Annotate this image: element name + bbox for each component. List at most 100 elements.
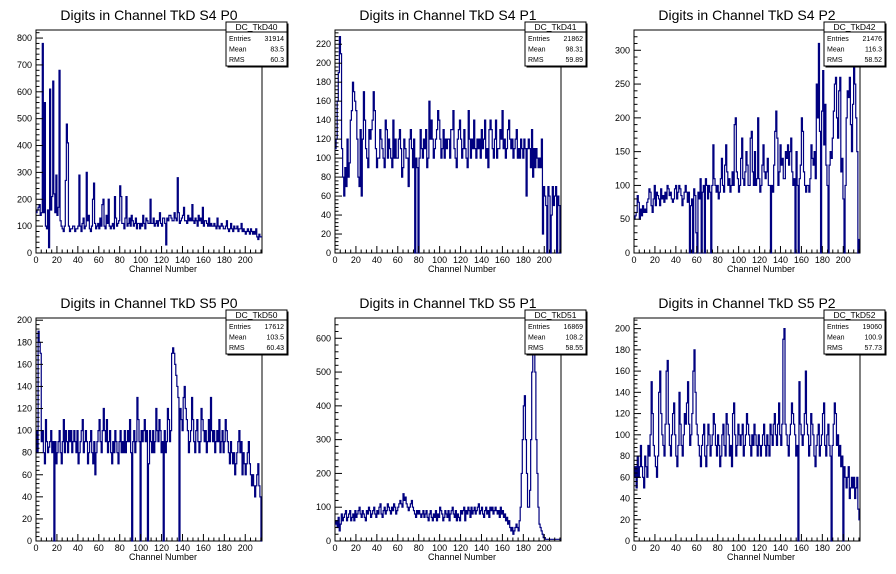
stats-label: Mean	[827, 335, 845, 342]
x-tick-label: 140	[474, 255, 489, 265]
stats-value: 31914	[265, 36, 285, 43]
x-tick-label: 0	[33, 255, 38, 265]
y-tick-label: 140	[316, 115, 331, 125]
y-tick-label: 60	[22, 470, 32, 480]
x-tick-label: 20	[52, 543, 62, 553]
stats-box-frame	[524, 309, 587, 355]
x-tick-label: 120	[154, 255, 169, 265]
stats-label: Entries	[528, 324, 550, 331]
x-tick-label: 160	[794, 543, 809, 553]
stats-value: 60.43	[266, 345, 284, 352]
y-tick-label: 200	[17, 315, 32, 325]
x-tick-label: 100	[432, 255, 447, 265]
stats-box: DC_TkD50 Entries 17612 Mean 103.5 RMS 60.43	[225, 309, 289, 356]
stats-box-frame	[823, 309, 886, 355]
x-tick-label: 200	[238, 255, 253, 265]
y-tick-label: 120	[316, 134, 331, 144]
stats-label: Mean	[229, 47, 247, 54]
y-tick-label: 20	[321, 229, 331, 239]
y-tick-label: 700	[17, 60, 32, 70]
stats-box-name: DC_TkD41	[534, 22, 576, 32]
x-tick-label: 0	[631, 543, 636, 553]
stats-value: 100.9	[864, 335, 882, 342]
x-tick-label: 180	[815, 255, 830, 265]
x-tick-label: 200	[537, 543, 552, 553]
y-tick-label: 0	[326, 536, 331, 546]
y-tick-label: 150	[615, 147, 630, 157]
stats-box: DC_TkD40 Entries 31914 Mean 83.5 RMS 60.3	[225, 21, 289, 68]
stats-value: 59.89	[565, 57, 583, 64]
x-tick-label: 100	[133, 255, 148, 265]
y-tick-label: 120	[17, 404, 32, 414]
chart-title: Digits in Channel TkD S4 P0	[60, 7, 237, 23]
x-tick-label: 80	[713, 543, 723, 553]
x-tick-label: 140	[773, 255, 788, 265]
x-tick-label: 180	[217, 543, 232, 553]
y-tick-label: 60	[620, 472, 630, 482]
x-tick-label: 120	[453, 255, 468, 265]
x-axis-label: Channel Number	[428, 552, 496, 562]
y-tick-label: 160	[615, 366, 630, 376]
x-tick-label: 180	[815, 543, 830, 553]
stats-label: Entries	[229, 324, 251, 331]
x-tick-label: 20	[650, 255, 660, 265]
x-tick-label: 160	[196, 255, 211, 265]
x-tick-label: 160	[495, 543, 510, 553]
y-tick-label: 20	[22, 514, 32, 524]
x-tick-label: 60	[393, 543, 403, 553]
y-tick-label: 200	[316, 468, 331, 478]
x-tick-label: 80	[414, 255, 424, 265]
x-axis-label: Channel Number	[727, 264, 795, 274]
stats-value: 17612	[265, 324, 285, 331]
y-tick-label: 80	[620, 451, 630, 461]
y-tick-label: 100	[17, 426, 32, 436]
y-tick-label: 180	[615, 345, 630, 355]
y-tick-label: 500	[316, 367, 331, 377]
x-tick-label: 160	[196, 543, 211, 553]
x-axis-label: Channel Number	[727, 552, 795, 562]
stats-value: 21476	[863, 36, 883, 43]
stats-label: Entries	[827, 36, 849, 43]
stats-value: 57.73	[864, 345, 882, 352]
histogram-line	[36, 42, 262, 249]
y-tick-label: 300	[17, 167, 32, 177]
x-tick-label: 100	[731, 255, 746, 265]
x-tick-label: 0	[332, 255, 337, 265]
stats-label: Entries	[827, 324, 849, 331]
chart-title: Digits in Channel TkD S4 P2	[658, 7, 835, 23]
stats-label: RMS	[528, 57, 544, 64]
stats-box: DC_TkD42 Entries 21476 Mean 116.3 RMS 58.52	[823, 21, 887, 68]
chart-title: Digits in Channel TkD S4 P1	[359, 7, 536, 23]
x-tick-label: 100	[731, 543, 746, 553]
x-tick-label: 200	[836, 255, 851, 265]
x-tick-label: 180	[516, 543, 531, 553]
histogram-line	[634, 328, 860, 542]
x-tick-label: 20	[650, 543, 660, 553]
stats-value: 103.5	[266, 335, 284, 342]
histogram-line	[634, 42, 860, 254]
y-tick-label: 0	[625, 536, 630, 546]
x-tick-label: 0	[33, 543, 38, 553]
stats-label: RMS	[827, 57, 843, 64]
y-tick-label: 160	[17, 359, 32, 369]
stats-value: 83.5	[270, 47, 284, 54]
stats-value: 98.31	[565, 47, 583, 54]
y-tick-label: 100	[316, 153, 331, 163]
y-tick-label: 0	[27, 536, 32, 546]
x-tick-label: 120	[752, 255, 767, 265]
y-tick-label: 100	[615, 430, 630, 440]
y-tick-label: 400	[316, 401, 331, 411]
stats-label: RMS	[528, 345, 544, 352]
x-tick-label: 120	[154, 543, 169, 553]
chart-title: Digits in Channel TkD S5 P2	[658, 295, 835, 311]
x-tick-label: 0	[631, 255, 636, 265]
histogram-pad: Digits in Channel TkD S4 P2 0 20 40 60 80 100 1…	[615, 7, 887, 274]
x-tick-label: 0	[332, 543, 337, 553]
stats-box-frame	[524, 21, 587, 67]
stats-label: Mean	[528, 47, 546, 54]
stats-value: 116.3	[865, 47, 882, 54]
plot-frame	[35, 29, 263, 254]
stats-box: DC_TkD41 Entries 21862 Mean 98.31 RMS 59.89	[524, 21, 588, 68]
y-tick-label: 80	[22, 448, 32, 458]
